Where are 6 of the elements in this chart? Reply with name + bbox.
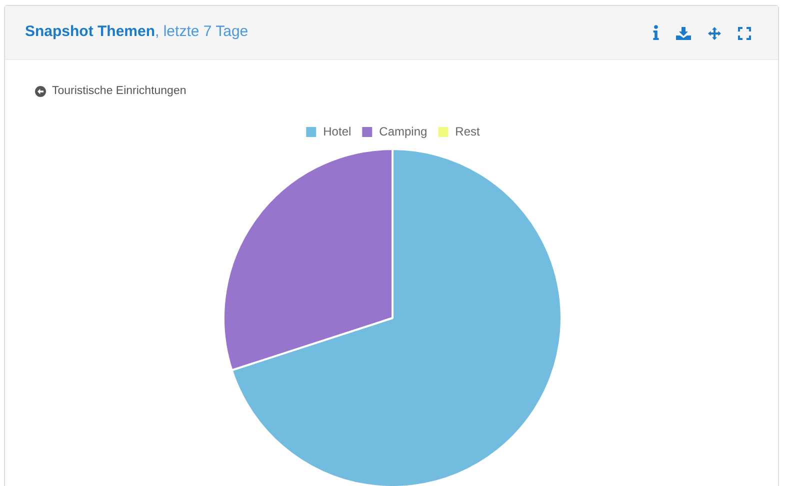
chart-subtitle: , letzte 7 Tage — [155, 23, 248, 40]
text: Touristische Einrichtungen — [52, 84, 186, 99]
legend-label: Rest — [455, 124, 481, 138]
text: Snapshot Themen — [25, 23, 156, 40]
legend-label: Camping — [379, 124, 428, 138]
legend-label: Hotel — [323, 124, 352, 138]
